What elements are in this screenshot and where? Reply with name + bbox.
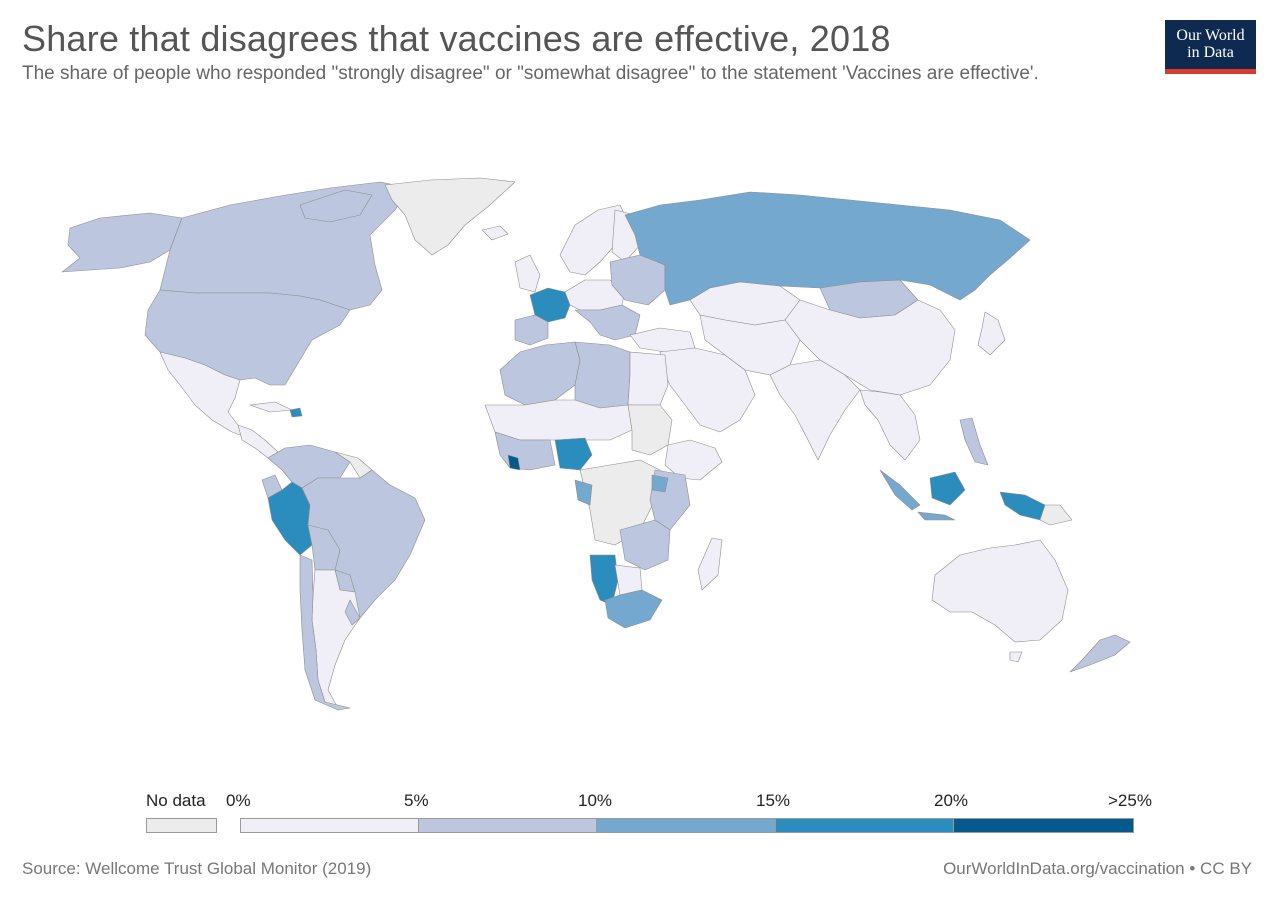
region-north-africa-west[interactable] (499, 341, 581, 406)
region-north-africa-east[interactable] (574, 341, 631, 409)
region-turkey[interactable] (629, 327, 696, 353)
region-south-africa[interactable] (604, 589, 663, 629)
legend-tick-25-plus: >25% (1108, 791, 1152, 810)
region-nigeria[interactable] (554, 437, 593, 471)
region-gabon-congo[interactable] (574, 479, 593, 506)
legend-swatch-no-data[interactable] (146, 818, 217, 833)
region-sumatra[interactable] (879, 469, 921, 511)
region-greenland[interactable] (384, 177, 516, 256)
region-uruguay[interactable] (344, 599, 361, 626)
region-china[interactable] (784, 299, 956, 396)
region-png[interactable] (1039, 504, 1073, 526)
legend-tick-15: 15% (756, 791, 791, 810)
region-cuba[interactable] (249, 401, 293, 413)
region-haiti[interactable] (289, 407, 303, 418)
legend-tick-5: 5% (404, 791, 429, 810)
region-russia[interactable] (624, 191, 1031, 306)
region-central-america[interactable] (237, 424, 279, 459)
legend-tick-10: 10% (578, 791, 613, 810)
region-ethiopia-horn[interactable] (664, 439, 723, 481)
region-middle-east[interactable] (659, 347, 756, 433)
region-south-central-africa[interactable] (619, 519, 671, 571)
region-canada-islands[interactable] (299, 189, 373, 223)
legend-swatch-20-25[interactable] (954, 818, 1134, 833)
legend-label-no-data: No data (146, 791, 206, 810)
region-chile[interactable] (299, 554, 351, 711)
legend-swatch-15-20[interactable] (776, 818, 954, 833)
region-borneo[interactable] (929, 471, 966, 506)
region-botswana[interactable] (614, 564, 643, 596)
region-madagascar[interactable] (697, 537, 723, 591)
chart-subtitle: The share of people who responded "stron… (22, 63, 1039, 84)
region-alaska[interactable] (61, 212, 183, 273)
region-uganda[interactable] (651, 474, 669, 493)
legend-tick-20: 20% (934, 791, 969, 810)
region-southeast-asia[interactable] (859, 389, 921, 461)
region-iberia[interactable] (514, 314, 549, 346)
logo-line-1: Our World (1176, 27, 1245, 44)
owid-logo[interactable]: Our World in Data (1165, 20, 1256, 74)
region-egypt[interactable] (627, 351, 669, 406)
region-australia[interactable] (931, 539, 1069, 643)
region-japan[interactable] (977, 311, 1006, 356)
region-uk-ireland[interactable] (514, 254, 541, 293)
region-canada[interactable] (159, 181, 411, 311)
legend-tick-0: 0% (226, 791, 251, 810)
source-note[interactable]: Source: Wellcome Trust Global Monitor (2… (22, 859, 372, 878)
region-sudan[interactable] (627, 404, 673, 456)
world-choropleth-map (61, 177, 1131, 711)
credit-note[interactable]: OurWorldInData.org/vaccination • CC BY (943, 859, 1252, 878)
region-philippines[interactable] (959, 417, 989, 466)
chart-title: Share that disagrees that vaccines are e… (22, 18, 891, 59)
legend-swatch-5-10[interactable] (419, 818, 597, 833)
logo-line-2: in Data (1187, 44, 1234, 61)
region-java[interactable] (917, 511, 956, 521)
region-liberia[interactable] (507, 454, 521, 471)
region-new-guinea[interactable] (999, 491, 1046, 521)
region-india[interactable] (769, 359, 861, 461)
legend-swatch-10-15[interactable] (597, 818, 776, 833)
region-iceland[interactable] (481, 225, 509, 241)
legend-swatch-0-5[interactable] (240, 818, 419, 833)
region-new-zealand[interactable] (1069, 634, 1131, 673)
region-tasmania[interactable] (1009, 651, 1023, 663)
logo-accent-bar (1165, 69, 1256, 74)
